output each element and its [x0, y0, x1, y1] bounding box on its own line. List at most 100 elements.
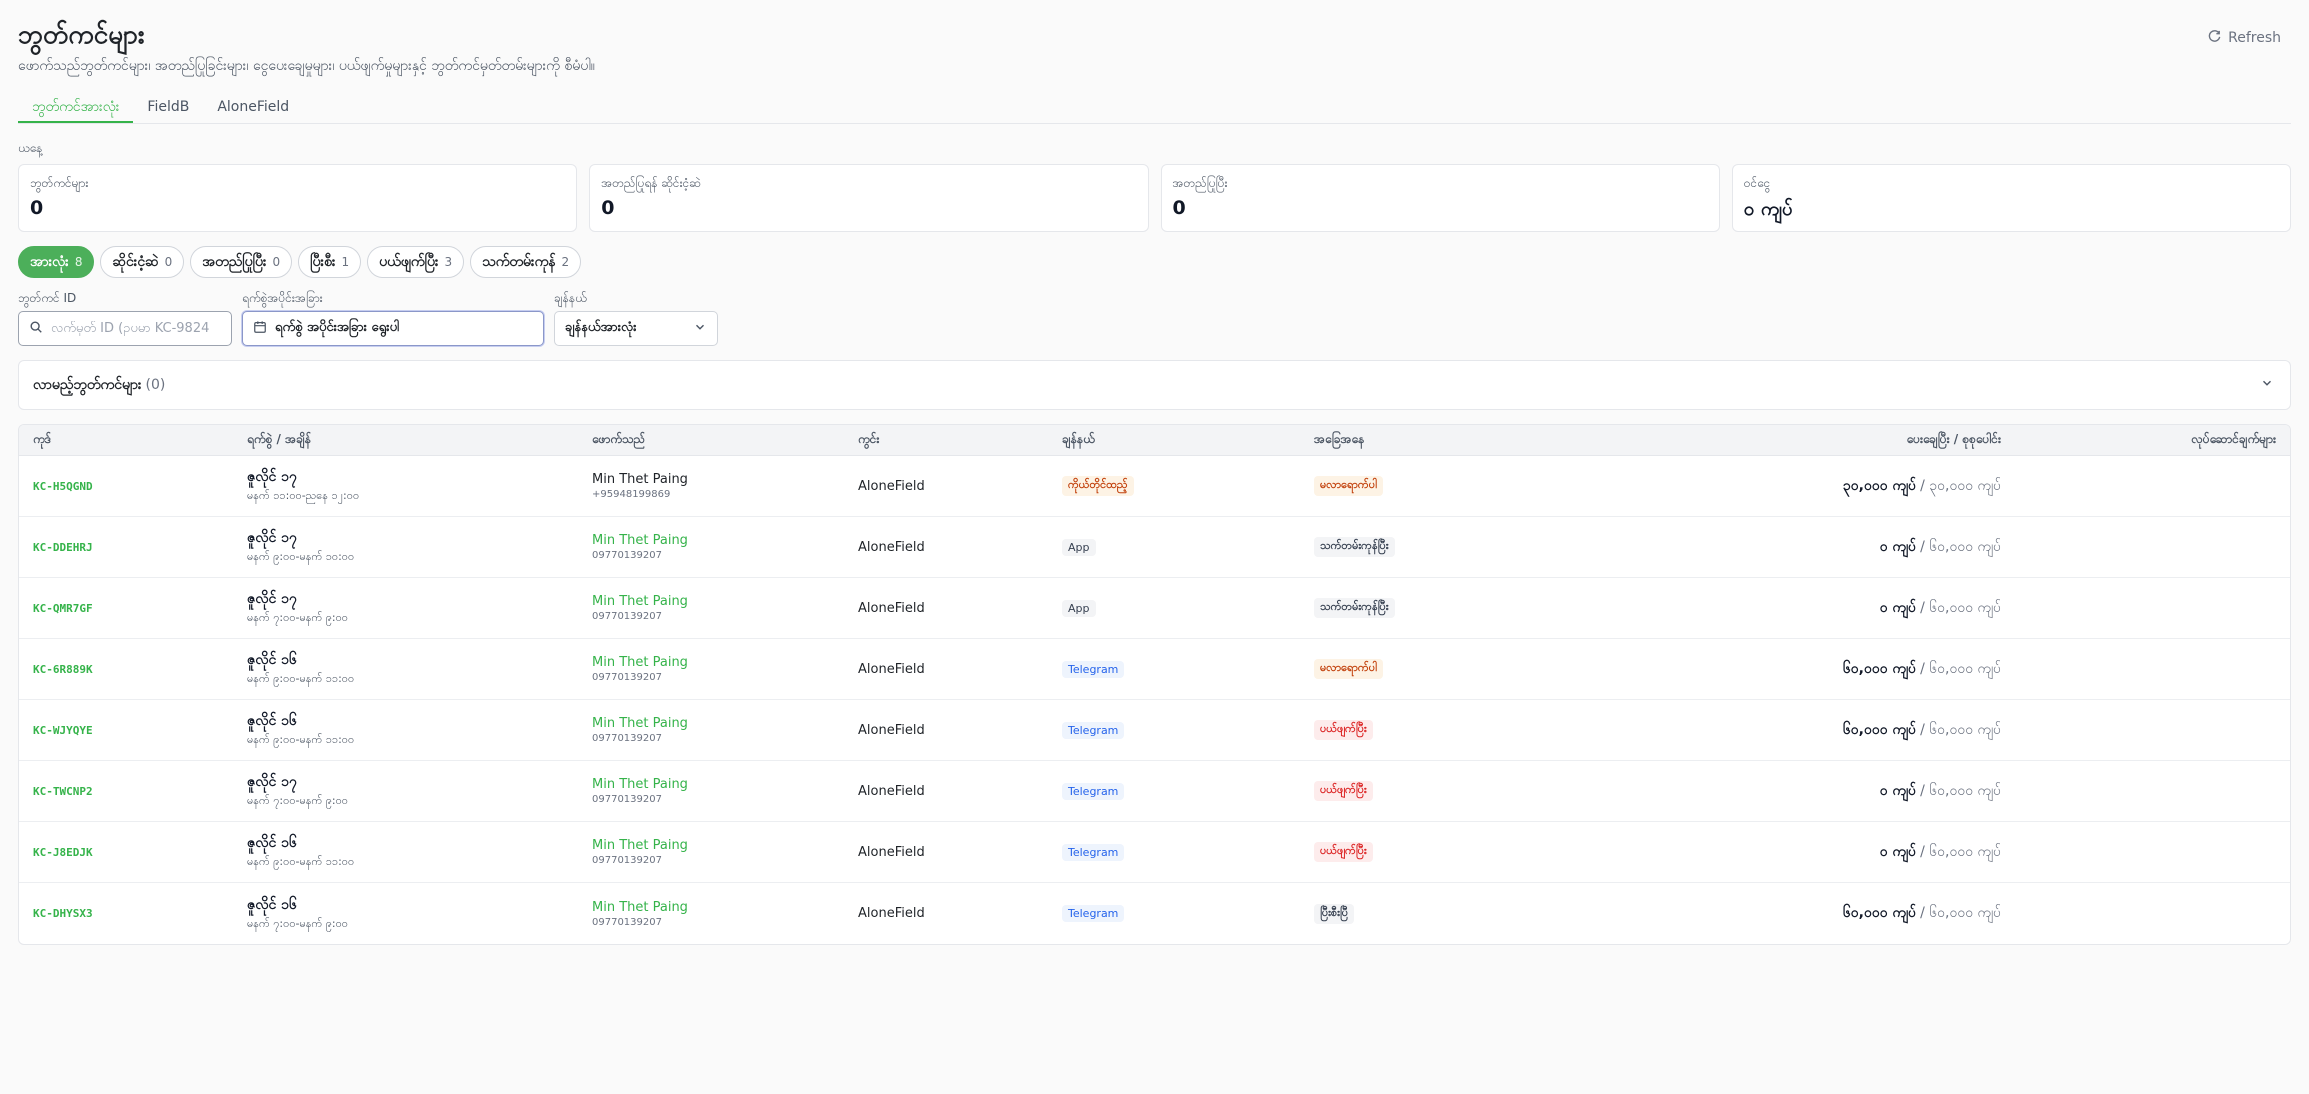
table-row[interactable]: KC-WJYQYE ဇူလိုင် ၁၆ မနက် ၉:၀၀-မနက် ၁၁:၀၀… — [19, 700, 2290, 761]
booking-time: မနက် ၉:၀၀-မနက် ၁၁:၀၀ — [247, 855, 355, 868]
stat-value: 0 — [1172, 197, 1186, 219]
tab-alonefield[interactable]: AloneField — [217, 99, 290, 115]
refresh-label: Refresh — [2228, 29, 2281, 46]
pill-count: 1 — [341, 255, 350, 269]
status-badge: ပယ်ဖျက်ပြီး — [1314, 842, 1373, 862]
total-amount: / ၆၀,၀၀၀ ကျပ် — [1920, 599, 2001, 616]
booking-id-field — [18, 311, 232, 346]
pill-count: 8 — [74, 255, 83, 269]
upcoming-count: (0) — [145, 376, 166, 393]
status-pill-cancelled[interactable]: ပယ်ဖျက်ပြီး 3 — [367, 246, 465, 278]
field-name: AloneField — [858, 661, 925, 677]
column-header-status: အခြေအနေ — [1314, 432, 1365, 446]
paid-amount: ၀ ကျပ် — [1879, 843, 1916, 860]
stat-card-pending: အတည်ပြုရန် ဆိုင်းငံ့ဆဲ 0 — [589, 164, 1149, 232]
table-row[interactable]: KC-J8EDJK ဇူလိုင် ၁၆ မနက် ၉:၀၀-မနက် ၁၁:၀၀… — [19, 822, 2290, 883]
table-row[interactable]: KC-DHYSX3 ဇူလိုင် ၁၆ မနက် ၇:၀၀-မနက် ၉:၀၀ … — [19, 883, 2290, 944]
tab-all-bookings[interactable]: ဘွတ်ကင်အားလုံး — [18, 92, 134, 123]
filter-bar: ဘွတ်ကင် ID ရက်စွဲအပိုင်းအခြား ရက်စွဲ အပိ… — [18, 290, 2291, 346]
booking-time: မနက် ၉:၀၀-မနက် ၁၀:၀၀ — [247, 550, 355, 563]
status-pill-completed[interactable]: ပြီးစီး 1 — [298, 246, 362, 278]
booking-code[interactable]: KC-TWCNP2 — [33, 784, 93, 798]
booking-date: ဇူလိုင် ၁၇ — [247, 591, 297, 607]
field-name: AloneField — [858, 600, 925, 616]
table-row[interactable]: KC-6R889K ဇူလိုင် ၁၆ မနက် ၉:၀၀-မနက် ၁၁:၀၀… — [19, 639, 2290, 700]
table-row[interactable]: KC-DDEHRJ ဇူလိုင် ၁၇မနက် ၉:၀၀-မနက် ၁၀:၀၀… — [19, 517, 2290, 578]
channel-badge: Telegram — [1062, 782, 1125, 800]
status-badge: သက်တမ်းကုန်ပြီး — [1314, 598, 1395, 618]
customer-name[interactable]: Min Thet Paing — [592, 716, 688, 731]
channel-badge: App — [1062, 538, 1096, 556]
refresh-button[interactable]: Refresh — [2207, 28, 2281, 47]
channel-badge: Telegram — [1062, 721, 1125, 739]
customer-name[interactable]: Min Thet Paing — [592, 838, 688, 853]
stat-card-bookings: ဘွတ်ကင်များ 0 — [18, 164, 578, 232]
total-amount: / ၆၀,၀၀၀ ကျပ် — [1920, 843, 2001, 860]
status-pill-expired[interactable]: သက်တမ်းကုန် 2 — [470, 246, 582, 278]
booking-code[interactable]: KC-J8EDJK — [33, 845, 93, 859]
status-pill-all[interactable]: အားလုံး 8 — [18, 246, 95, 278]
table-row[interactable]: KC-QMR7GF ဇူလိုင် ၁၇ မနက် ၇:၀၀-မနက် ၉:၀၀ … — [19, 578, 2290, 639]
customer-name: Min Thet Paing — [592, 472, 688, 487]
date-range-picker[interactable]: ရက်စွဲ အပိုင်းအခြား ရွေးပါ — [242, 311, 544, 346]
pill-count: 2 — [561, 255, 570, 269]
channel-badge: App — [1062, 599, 1096, 617]
bookings-table: ကုဒ် ရက်စွဲ / အချိန် ဖောက်သည် ကွင်း ချန်… — [18, 424, 2291, 945]
pill-label: ပြီးစီး — [310, 253, 336, 270]
booking-id-filter: ဘွတ်ကင် ID — [18, 290, 232, 346]
booking-id-label: ဘွတ်ကင် ID — [18, 291, 77, 305]
booking-date: ဇူလိုင် ၁၇ — [247, 469, 297, 485]
customer-name[interactable]: Min Thet Paing — [592, 777, 688, 792]
customer-name[interactable]: Min Thet Paing — [592, 533, 688, 548]
column-header-payment: ပေးချေပြီး / စုစုပေါင်း — [1906, 432, 2001, 446]
table-row[interactable]: KC-TWCNP2 ဇူလိုင် ၁၇ မနက် ၇:၀၀-မနက် ၉:၀၀ … — [19, 761, 2290, 822]
customer-name[interactable]: Min Thet Paing — [592, 899, 688, 915]
customer-phone: 09770139207 — [592, 855, 662, 866]
channel-select[interactable]: ချန်နယ်အားလုံး — [554, 311, 718, 346]
status-pill-pending[interactable]: ဆိုင်းငံ့ဆဲ 0 — [100, 246, 185, 278]
upcoming-bookings-toggle[interactable]: လာမည့်ဘွတ်ကင်များ (0) — [18, 360, 2291, 410]
channel-badge: Telegram — [1062, 905, 1125, 922]
channel-badge: Telegram — [1062, 660, 1125, 678]
booking-date: ဇူလိုင် ၁၆ — [247, 652, 297, 668]
field-name: AloneField — [858, 539, 925, 555]
booking-code[interactable]: KC-DHYSX3 — [33, 907, 93, 920]
paid-amount: ၀ ကျပ် — [1879, 538, 1916, 555]
chevron-down-icon — [693, 320, 707, 338]
total-amount: / ၆၀,၀၀၀ ကျပ် — [1920, 905, 2001, 921]
paid-amount: ၃၀,၀၀၀ ကျပ် — [1842, 477, 1916, 494]
booking-id-input[interactable] — [51, 321, 221, 336]
booking-code[interactable]: KC-H5QGND — [33, 479, 93, 493]
channel-badge: ကိုယ်တိုင်ထည့် — [1062, 476, 1134, 496]
booking-date: ဇူလိုင် ၁၆ — [247, 896, 297, 913]
booking-code[interactable]: KC-DDEHRJ — [33, 540, 93, 554]
booking-code[interactable]: KC-WJYQYE — [33, 723, 93, 737]
customer-name[interactable]: Min Thet Paing — [592, 594, 688, 609]
table-row[interactable]: KC-H5QGND ဇူလိုင် ၁၇မနက် ၁၁:၀၀-ညနေ ၁၂:၀၀… — [19, 456, 2290, 517]
stat-label: ဘွတ်ကင်များ — [30, 176, 89, 190]
customer-name[interactable]: Min Thet Paing — [592, 655, 688, 670]
stat-value: 0 — [30, 197, 44, 219]
column-header-customer: ဖောက်သည် — [592, 432, 646, 446]
booking-date: ဇူလိုင် ၁၆ — [247, 713, 297, 729]
booking-code[interactable]: KC-6R889K — [33, 662, 93, 676]
booking-date: ဇူလိုင် ၁၇ — [247, 530, 297, 546]
field-name: AloneField — [858, 783, 925, 799]
status-filter-pills: အားလုံး 8 ဆိုင်းငံ့ဆဲ 0 အတည်ပြုပြီး 0 ပြီးစ… — [18, 246, 2291, 278]
booking-time: မနက် ၁၁:၀၀-ညနေ ၁၂:၀၀ — [247, 489, 360, 502]
stat-label: အတည်ပြုရန် ဆိုင်းငံ့ဆဲ — [601, 176, 701, 190]
calendar-icon — [253, 320, 267, 338]
booking-code[interactable]: KC-QMR7GF — [33, 601, 93, 615]
status-pill-confirmed[interactable]: အတည်ပြုပြီး 0 — [190, 246, 293, 278]
page-header: ဘွတ်ကင်များ ဖောက်သည်ဘွတ်ကင်များ၊ အတည်ပြု… — [18, 18, 2291, 78]
date-range-filter: ရက်စွဲအပိုင်းအခြား ရက်စွဲ အပိုင်းအခြား ရ… — [242, 290, 544, 346]
total-amount: / ၃၀,၀၀၀ ကျပ် — [1920, 477, 2001, 494]
paid-amount: ၆၀,၀၀၀ ကျပ် — [1842, 905, 1916, 921]
tab-fieldb[interactable]: FieldB — [147, 99, 190, 115]
upcoming-bookings-title: လာမည့်ဘွတ်ကင်များ (0) — [33, 375, 165, 396]
status-badge: ပြီးစီးပြီ — [1314, 903, 1355, 924]
channel-label: ချန်နယ် — [554, 291, 587, 305]
status-badge: ပယ်ဖျက်ပြီး — [1314, 720, 1373, 740]
pill-label: သက်တမ်းကုန် — [482, 253, 556, 270]
